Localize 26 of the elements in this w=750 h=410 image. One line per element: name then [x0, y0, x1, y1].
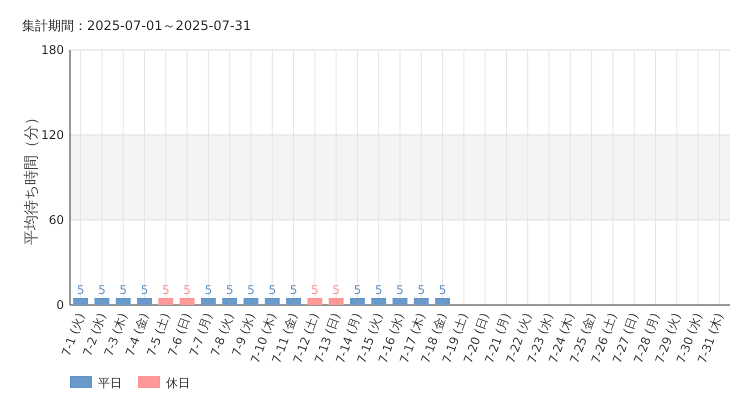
y-tick-label: 60 — [48, 213, 64, 227]
data-label: 5 — [247, 282, 255, 297]
data-label: 5 — [162, 282, 170, 297]
data-label: 5 — [119, 282, 128, 297]
y-tick-label: 0 — [56, 298, 64, 312]
legend-label: 休日 — [166, 376, 190, 390]
data-label: 5 — [98, 282, 106, 297]
data-label: 5 — [396, 282, 404, 297]
data-label: 5 — [417, 282, 426, 297]
chart-title: 集計期間：2025-07-01～2025-07-31 — [22, 19, 252, 34]
data-label: 5 — [290, 282, 298, 297]
data-label: 5 — [374, 282, 383, 297]
data-label: 5 — [76, 282, 84, 297]
y-tick-label: 120 — [41, 128, 64, 142]
data-label: 5 — [332, 282, 340, 297]
data-label: 5 — [311, 282, 319, 297]
y-axis-title: 平均待ち時間（分） — [22, 110, 40, 245]
data-label: 5 — [268, 282, 276, 297]
data-label: 5 — [438, 282, 446, 297]
data-label: 5 — [183, 282, 191, 297]
y-tick-label: 180 — [41, 43, 64, 57]
data-label: 5 — [204, 282, 212, 297]
data-label: 5 — [354, 282, 362, 297]
data-label: 5 — [140, 282, 148, 297]
legend-label: 平日 — [98, 376, 122, 390]
data-label: 5 — [226, 282, 234, 297]
